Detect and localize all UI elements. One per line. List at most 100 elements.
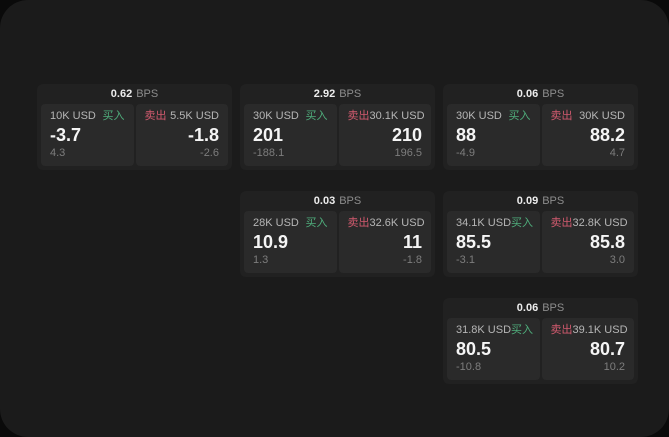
buy-top-row: 34.1K USD 买入 — [456, 217, 534, 230]
bps-value: 2.92 — [313, 87, 336, 100]
card-header: 2.92 BPS — [240, 84, 435, 104]
sell-price: 80.7 — [589, 338, 625, 359]
buy-size: 10K USD — [50, 110, 96, 122]
sell-top-row: 卖出 39.1K USD — [550, 324, 628, 337]
sell-sub-value: 196.5 — [394, 146, 422, 159]
buy-quote-panel[interactable]: 28K USD 买入 10.9 1.3 — [244, 211, 337, 273]
bps-unit-label: BPS — [136, 87, 159, 100]
buy-tag: 买入 — [511, 217, 534, 229]
quote-card: 0.62 BPS 10K USD 买入 -3.7 4.3 卖出 5.5K USD… — [37, 84, 232, 170]
sell-price: 11 — [402, 231, 422, 252]
buy-size: 30K USD — [253, 110, 299, 122]
sell-top-row: 卖出 32.6K USD — [347, 217, 425, 230]
sell-size: 32.8K USD — [572, 217, 628, 229]
buy-size: 34.1K USD — [456, 217, 512, 229]
buy-top-row: 28K USD 买入 — [253, 217, 328, 230]
sell-top-row: 卖出 5.5K USD — [145, 110, 220, 123]
bps-value: 0.62 — [110, 87, 133, 100]
buy-tag: 买入 — [508, 110, 531, 122]
quote-panels: 10K USD 买入 -3.7 4.3 卖出 5.5K USD -1.8 -2.… — [37, 104, 232, 170]
sell-size: 39.1K USD — [572, 324, 628, 336]
quote-card: 0.06 BPS 30K USD 买入 88 -4.9 卖出 30K USD 8… — [443, 84, 638, 170]
buy-size: 31.8K USD — [456, 324, 512, 336]
sell-quote-panel[interactable]: 卖出 32.6K USD 11 -1.8 — [338, 211, 431, 273]
sell-price: 210 — [391, 124, 422, 145]
quote-card: 0.09 BPS 34.1K USD 买入 85.5 -3.1 卖出 32.8K… — [443, 191, 638, 277]
buy-sub-value: -3.1 — [456, 253, 475, 266]
buy-price: 85.5 — [456, 231, 492, 252]
sell-tag: 卖出 — [144, 110, 167, 122]
buy-quote-panel[interactable]: 30K USD 买入 201 -188.1 — [244, 104, 337, 166]
buy-tag: 买入 — [305, 217, 328, 229]
bps-unit-label: BPS — [339, 87, 362, 100]
sell-tag: 卖出 — [347, 217, 370, 229]
bps-unit-label: BPS — [339, 194, 362, 207]
buy-quote-panel[interactable]: 34.1K USD 买入 85.5 -3.1 — [447, 211, 540, 273]
card-header: 0.06 BPS — [443, 298, 638, 318]
sell-sub-value: 10.2 — [603, 360, 625, 373]
sell-sub-value: -1.8 — [403, 253, 422, 266]
sell-size: 30K USD — [579, 110, 625, 122]
sell-top-row: 卖出 30.1K USD — [347, 110, 425, 123]
buy-top-row: 10K USD 买入 — [50, 110, 125, 123]
buy-quote-panel[interactable]: 30K USD 买入 88 -4.9 — [447, 104, 540, 166]
sell-price: 85.8 — [589, 231, 625, 252]
bps-value: 0.06 — [516, 301, 539, 314]
card-header: 0.09 BPS — [443, 191, 638, 211]
buy-size: 30K USD — [456, 110, 502, 122]
bps-unit-label: BPS — [542, 301, 565, 314]
buy-price: 201 — [253, 124, 284, 145]
bps-unit-label: BPS — [542, 194, 565, 207]
buy-price: 10.9 — [253, 231, 289, 252]
buy-price: -3.7 — [50, 124, 82, 145]
buy-quote-panel[interactable]: 10K USD 买入 -3.7 4.3 — [41, 104, 134, 166]
buy-size: 28K USD — [253, 217, 299, 229]
sell-quote-panel[interactable]: 卖出 32.8K USD 85.8 3.0 — [541, 211, 634, 273]
sell-size: 5.5K USD — [170, 110, 219, 122]
quote-panels: 30K USD 买入 201 -188.1 卖出 30.1K USD 210 1… — [240, 104, 435, 170]
sell-quote-panel[interactable]: 卖出 5.5K USD -1.8 -2.6 — [135, 104, 228, 166]
sell-tag: 卖出 — [550, 217, 573, 229]
buy-sub-value: 4.3 — [50, 146, 66, 159]
buy-quote-panel[interactable]: 31.8K USD 买入 80.5 -10.8 — [447, 318, 540, 380]
buy-sub-value: -188.1 — [253, 146, 285, 159]
sell-size: 30.1K USD — [369, 110, 425, 122]
quote-panels: 34.1K USD 买入 85.5 -3.1 卖出 32.8K USD 85.8… — [443, 211, 638, 277]
sell-sub-value: -2.6 — [200, 146, 219, 159]
card-header: 0.62 BPS — [37, 84, 232, 104]
buy-sub-value: -4.9 — [456, 146, 475, 159]
quote-panels: 31.8K USD 买入 80.5 -10.8 卖出 39.1K USD 80.… — [443, 318, 638, 384]
sell-quote-panel[interactable]: 卖出 39.1K USD 80.7 10.2 — [541, 318, 634, 380]
buy-tag: 买入 — [102, 110, 125, 122]
buy-sub-value: -10.8 — [456, 360, 482, 373]
quote-card: 2.92 BPS 30K USD 买入 201 -188.1 卖出 30.1K … — [240, 84, 435, 170]
quotes-grid: 0.62 BPS 10K USD 买入 -3.7 4.3 卖出 5.5K USD… — [37, 84, 638, 384]
sell-quote-panel[interactable]: 卖出 30.1K USD 210 196.5 — [338, 104, 431, 166]
sell-price: 88.2 — [589, 124, 625, 145]
card-header: 0.06 BPS — [443, 84, 638, 104]
sell-top-row: 卖出 32.8K USD — [550, 217, 628, 230]
buy-tag: 买入 — [305, 110, 328, 122]
bps-value: 0.09 — [516, 194, 539, 207]
bps-unit-label: BPS — [542, 87, 565, 100]
quote-card: 0.03 BPS 28K USD 买入 10.9 1.3 卖出 32.6K US… — [240, 191, 435, 277]
sell-sub-value: 3.0 — [609, 253, 625, 266]
buy-top-row: 30K USD 买入 — [456, 110, 531, 123]
sell-sub-value: 4.7 — [609, 146, 625, 159]
quote-panels: 30K USD 买入 88 -4.9 卖出 30K USD 88.2 4.7 — [443, 104, 638, 170]
sell-tag: 卖出 — [347, 110, 370, 122]
bps-value: 0.03 — [313, 194, 336, 207]
quote-card: 0.06 BPS 31.8K USD 买入 80.5 -10.8 卖出 39.1… — [443, 298, 638, 384]
sell-price: -1.8 — [187, 124, 219, 145]
sell-tag: 卖出 — [550, 324, 573, 336]
sell-tag: 卖出 — [550, 110, 573, 122]
card-header: 0.03 BPS — [240, 191, 435, 211]
sell-top-row: 卖出 30K USD — [551, 110, 626, 123]
buy-price: 80.5 — [456, 338, 492, 359]
buy-sub-value: 1.3 — [253, 253, 269, 266]
bps-value: 0.06 — [516, 87, 539, 100]
buy-top-row: 31.8K USD 买入 — [456, 324, 533, 337]
buy-price: 88 — [456, 124, 477, 145]
sell-quote-panel[interactable]: 卖出 30K USD 88.2 4.7 — [541, 104, 634, 166]
